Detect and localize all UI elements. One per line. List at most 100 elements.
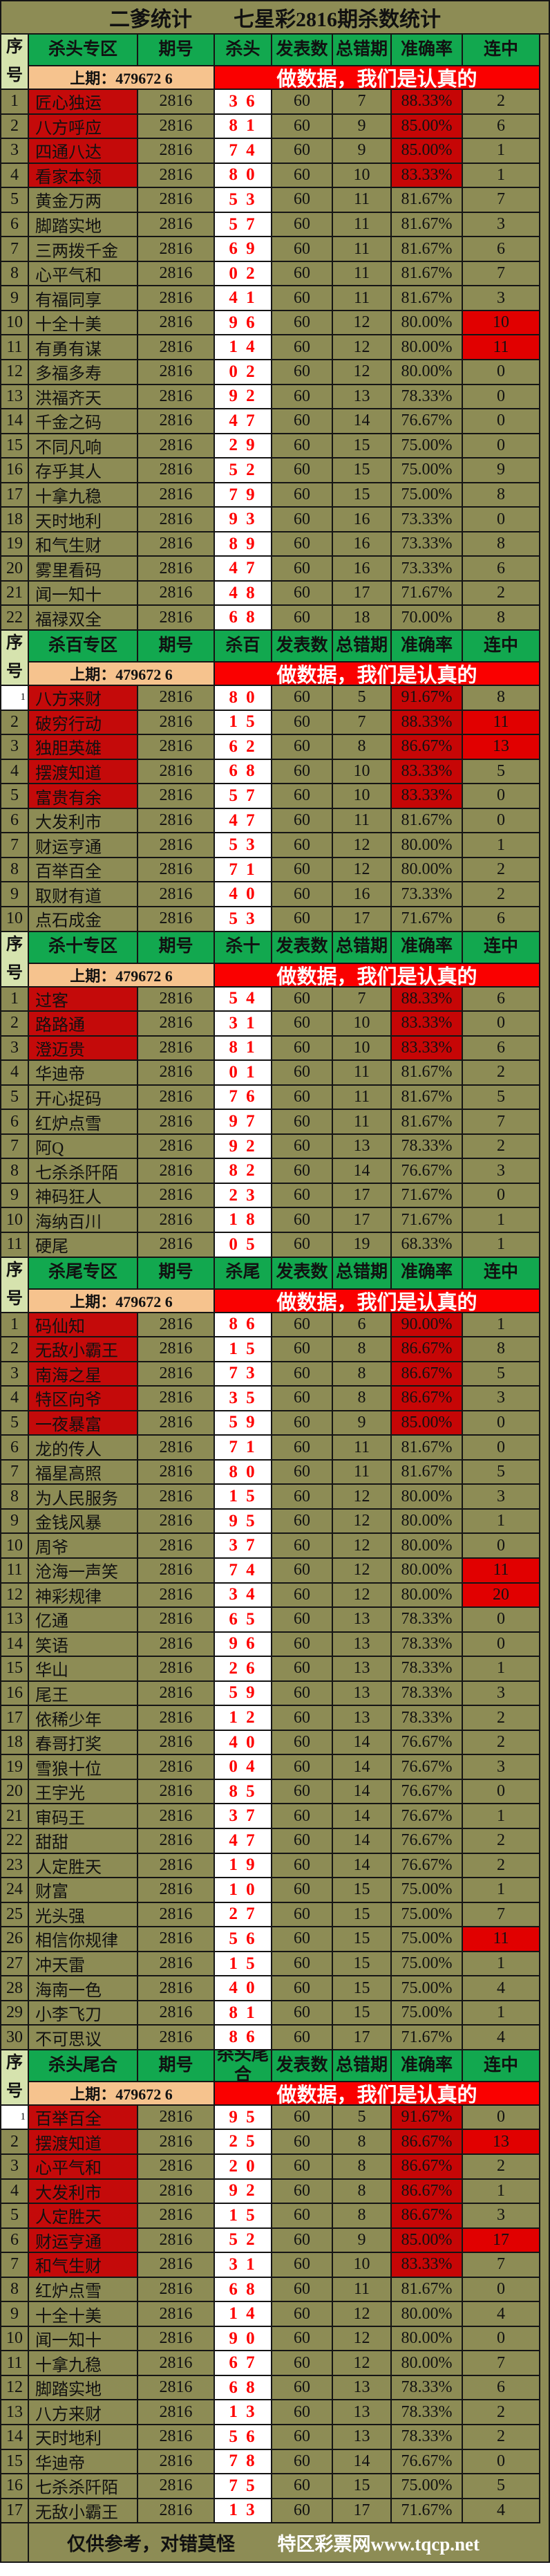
streak-column-header: 连中 <box>463 35 540 66</box>
row-accuracy: 78.33% <box>392 384 463 410</box>
row-period: 2816 <box>138 557 215 582</box>
last-period-cell: 上期：479672 6 <box>29 2082 215 2106</box>
row-publish-count: 60 <box>272 1208 333 1233</box>
row-wrong-count: 16 <box>333 508 392 532</box>
row-kill-number: 6 5 <box>215 1608 272 1633</box>
table-row: 10 十全十美 2816 9 6 60 12 80.00% 10 <box>1 311 549 336</box>
section-5: 序号 杀头尾合 期号 杀头尾合 发表数 总错期 准确率 连中 上期：479672 6 做数据，我们… <box>1 2050 549 2524</box>
row-kill-number: 5 7 <box>215 212 272 238</box>
row-wrong-count: 12 <box>333 1534 392 1559</box>
row-period: 2816 <box>138 1829 215 1854</box>
row-publish-count: 60 <box>272 1952 333 1977</box>
row-kill-number: 3 4 <box>215 1583 272 1609</box>
section-header: 序号 杀头尾合 期号 杀头尾合 发表数 总错期 准确率 连中 上期：479672 6 做数据，我们… <box>1 2050 549 2106</box>
row-streak: 8 <box>463 686 540 711</box>
row-accuracy: 83.33% <box>392 1012 463 1037</box>
row-publish-count: 60 <box>272 90 333 115</box>
row-accuracy: 78.33% <box>392 2400 463 2426</box>
publish-column-header: 发表数 <box>272 631 333 663</box>
table-row: 11 沧海一声笑 2816 7 4 60 12 80.00% 11 <box>1 1558 549 1584</box>
row-wrong-count: 8 <box>333 735 392 760</box>
table-row: 14 天时地利 2816 5 6 60 13 78.33% 2 <box>1 2425 549 2450</box>
row-name: 和气生财 <box>29 2253 138 2278</box>
row-name: 三两拨千金 <box>29 237 138 262</box>
row-serial: 25 <box>1 1902 29 1928</box>
row-publish-count: 60 <box>272 434 333 459</box>
table-row: 7 阿Q 2816 9 2 60 13 78.33% 2 <box>1 1134 549 1160</box>
row-accuracy: 78.33% <box>392 2425 463 2450</box>
row-streak: 1 <box>463 1657 540 1682</box>
row-streak: 13 <box>463 2130 540 2156</box>
row-publish-count: 60 <box>272 1085 333 1111</box>
publish-column-header: 发表数 <box>272 1257 333 1290</box>
row-period: 2816 <box>138 409 215 434</box>
row-publish-count: 60 <box>272 735 333 760</box>
wrong-column-header: 总错期 <box>333 35 392 66</box>
row-serial: 2 <box>1 1337 29 1362</box>
row-accuracy: 80.00% <box>392 2326 463 2352</box>
row-publish-count: 60 <box>272 1337 333 1362</box>
row-accuracy: 86.67% <box>392 2155 463 2180</box>
row-kill-number: 1 4 <box>215 335 272 361</box>
row-name: 财运亨通 <box>29 833 138 858</box>
row-publish-count: 60 <box>272 114 333 140</box>
row-kill-number: 9 5 <box>215 2105 272 2131</box>
row-streak: 1 <box>463 1509 540 1535</box>
row-serial: 8 <box>1 858 29 883</box>
row-name: 冲天雷 <box>29 1952 138 1977</box>
row-serial: 1 <box>1 686 29 711</box>
row-period: 2816 <box>138 2302 215 2327</box>
row-publish-count: 60 <box>272 458 333 483</box>
row-publish-count: 60 <box>272 237 333 262</box>
table-row: 1 匠心独运 2816 3 6 60 7 88.33% 2 <box>1 90 549 115</box>
footer-site-link[interactable]: 特区彩票网www.tqcp.net <box>277 2534 480 2555</box>
period-column-header: 期号 <box>138 35 215 66</box>
row-period: 2816 <box>138 237 215 262</box>
table-row: 24 财富 2816 1 0 60 15 75.00% 1 <box>1 1878 549 1903</box>
row-kill-number: 6 8 <box>215 606 272 631</box>
table-row: 9 有福同享 2816 4 1 60 11 81.67% 3 <box>1 286 549 311</box>
table-row: 8 心平气和 2816 0 2 60 11 81.67% 7 <box>1 261 549 287</box>
row-streak: 1 <box>463 1952 540 1977</box>
row-name: 沧海一声笑 <box>29 1558 138 1584</box>
table-row: 12 神彩规律 2816 3 4 60 12 80.00% 20 <box>1 1583 549 1609</box>
row-wrong-count: 9 <box>333 114 392 140</box>
table-row: 17 十拿九稳 2816 7 9 60 15 75.00% 8 <box>1 483 549 508</box>
row-wrong-count: 8 <box>333 1337 392 1362</box>
table-row: 11 硬尾 2816 0 5 60 19 68.33% 1 <box>1 1232 549 1258</box>
row-accuracy: 78.33% <box>392 2375 463 2401</box>
row-kill-number: 7 4 <box>215 139 272 164</box>
row-accuracy: 81.67% <box>392 261 463 287</box>
row-name: 笑语 <box>29 1632 138 1658</box>
row-period: 2816 <box>138 2026 215 2050</box>
row-streak: 0 <box>463 784 540 809</box>
row-streak: 4 <box>463 2499 540 2524</box>
row-serial: 21 <box>1 581 29 606</box>
row-streak: 1 <box>463 139 540 164</box>
row-wrong-count: 10 <box>333 759 392 785</box>
row-name: 有勇有谋 <box>29 335 138 361</box>
row-period: 2816 <box>138 1208 215 1233</box>
row-streak: 6 <box>463 1036 540 1062</box>
row-period: 2816 <box>138 2105 215 2131</box>
row-period: 2816 <box>138 1061 215 1086</box>
row-serial: 13 <box>1 1608 29 1633</box>
table-row: 22 福禄双全 2816 6 8 60 18 70.00% 8 <box>1 606 549 631</box>
table-row: 13 亿通 2816 6 5 60 13 78.33% 0 <box>1 1608 549 1633</box>
row-streak: 6 <box>463 907 540 932</box>
row-streak: 8 <box>463 532 540 557</box>
row-accuracy: 73.33% <box>392 532 463 557</box>
row-name: 天时地利 <box>29 508 138 532</box>
row-wrong-count: 5 <box>333 2105 392 2131</box>
row-wrong-count: 13 <box>333 1706 392 1731</box>
row-kill-number: 9 2 <box>215 384 272 410</box>
row-period: 2816 <box>138 1110 215 1135</box>
row-streak: 7 <box>463 2253 540 2278</box>
row-period: 2816 <box>138 581 215 606</box>
row-serial: 21 <box>1 1804 29 1829</box>
row-period: 2816 <box>138 1558 215 1584</box>
row-kill-number: 5 9 <box>215 1681 272 1707</box>
row-publish-count: 60 <box>272 1313 333 1338</box>
row-serial: 7 <box>1 2253 29 2278</box>
row-kill-number: 9 6 <box>215 311 272 336</box>
